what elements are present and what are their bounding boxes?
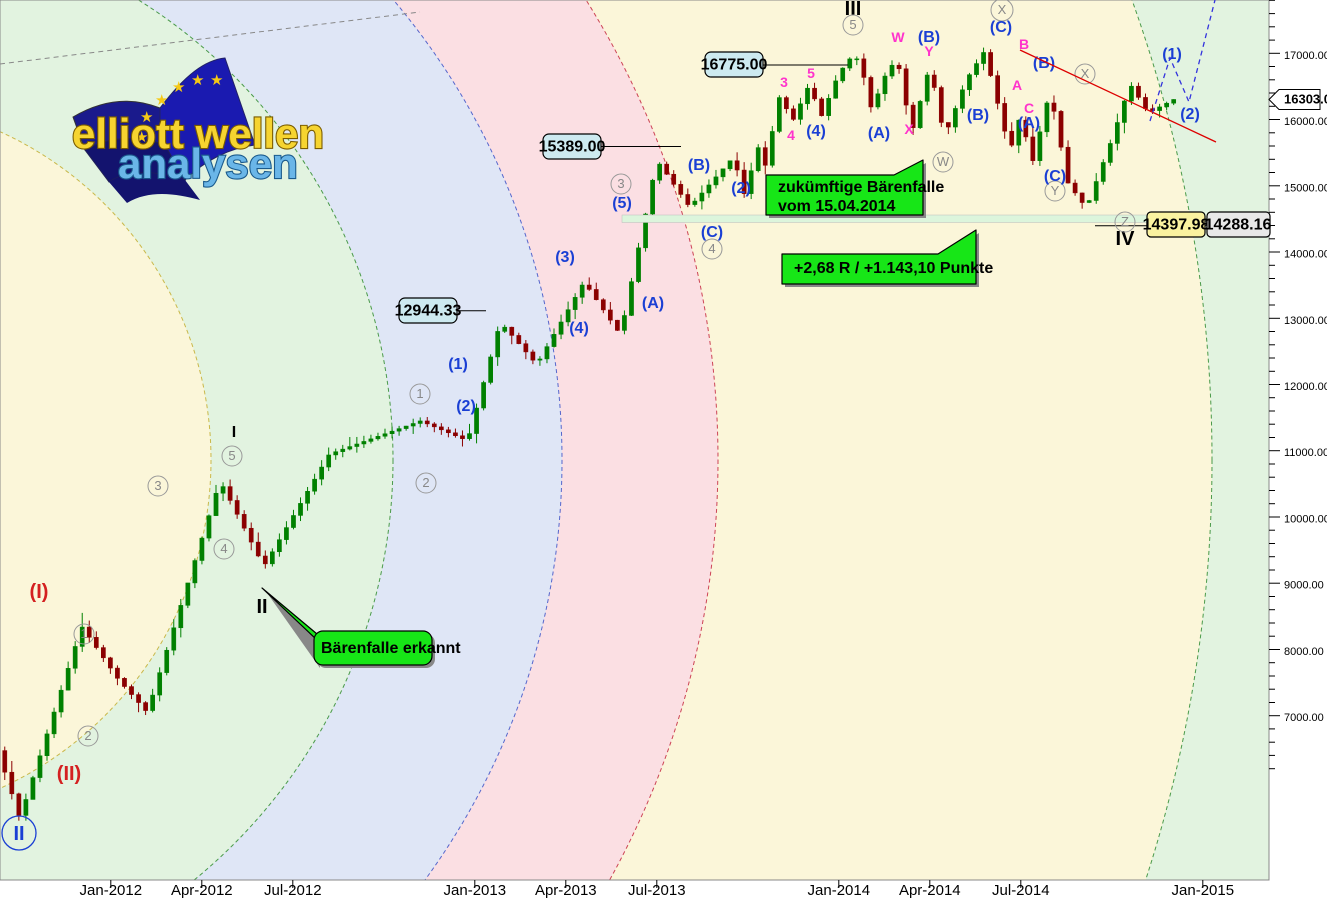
svg-text:4: 4 [787, 127, 795, 143]
svg-text:Jul-2014: Jul-2014 [992, 882, 1050, 899]
svg-text:12000.00: 12000.00 [1284, 381, 1327, 393]
svg-text:(2): (2) [456, 398, 476, 415]
svg-text:15389.00: 15389.00 [539, 139, 606, 156]
svg-text:(II): (II) [57, 763, 81, 785]
svg-text:1: 1 [416, 386, 423, 401]
svg-text:(3): (3) [555, 249, 575, 266]
svg-text:16303.05: 16303.05 [1284, 92, 1327, 107]
svg-text:Apr-2013: Apr-2013 [535, 882, 597, 899]
svg-text:★: ★ [155, 92, 168, 109]
svg-text:★: ★ [191, 72, 204, 89]
svg-text:1: 1 [80, 626, 87, 641]
svg-text:★: ★ [210, 72, 223, 89]
svg-text:16000.00: 16000.00 [1284, 116, 1327, 128]
svg-text:(2): (2) [1180, 106, 1200, 123]
svg-text:(A): (A) [642, 295, 664, 312]
svg-text:Jan-2013: Jan-2013 [444, 882, 507, 899]
svg-text:Z: Z [1121, 214, 1129, 229]
svg-text:(I): (I) [30, 581, 49, 603]
svg-text:4: 4 [708, 241, 715, 256]
svg-text:14288.16: 14288.16 [1205, 217, 1272, 234]
svg-text:14397.98: 14397.98 [1143, 217, 1210, 234]
svg-text:3: 3 [154, 478, 161, 493]
svg-text:II: II [256, 596, 267, 618]
svg-text:2: 2 [84, 728, 91, 743]
svg-text:7000.00: 7000.00 [1284, 712, 1324, 724]
svg-text:X: X [998, 2, 1007, 17]
svg-text:2: 2 [422, 475, 429, 490]
svg-text:analysen: analysen [118, 140, 298, 187]
svg-text:zukümftige Bärenfalle: zukümftige Bärenfalle [778, 179, 944, 196]
svg-text:9000.00: 9000.00 [1284, 580, 1324, 592]
svg-text:3: 3 [617, 176, 624, 191]
svg-text:I: I [232, 424, 236, 441]
svg-text:A: A [1012, 77, 1022, 93]
svg-text:X: X [904, 121, 914, 137]
svg-text:(C): (C) [1044, 168, 1066, 185]
svg-text:(C): (C) [990, 19, 1012, 36]
svg-text:15000.00: 15000.00 [1284, 182, 1327, 194]
svg-text:8000.00: 8000.00 [1284, 646, 1324, 658]
svg-text:(B): (B) [967, 107, 989, 124]
svg-text:+2,68 R / +1.143,10 Punkte: +2,68 R / +1.143,10 Punkte [794, 260, 993, 277]
svg-text:(4): (4) [569, 320, 589, 337]
svg-text:3: 3 [780, 74, 788, 90]
svg-text:C: C [1024, 100, 1034, 116]
svg-text:(1): (1) [448, 356, 468, 373]
svg-text:13000.00: 13000.00 [1284, 315, 1327, 327]
svg-text:Bärenfalle erkannt: Bärenfalle erkannt [321, 640, 461, 657]
svg-text:5: 5 [807, 65, 815, 81]
svg-text:(A): (A) [1018, 115, 1040, 132]
svg-text:W: W [937, 154, 950, 169]
svg-text:vom 15.04.2014: vom 15.04.2014 [778, 198, 896, 215]
svg-text:(5): (5) [612, 195, 632, 212]
svg-text:10000.00: 10000.00 [1284, 514, 1327, 526]
svg-text:14000.00: 14000.00 [1284, 249, 1327, 261]
svg-text:5: 5 [849, 17, 856, 32]
svg-text:(1): (1) [1162, 46, 1182, 63]
svg-text:11000.00: 11000.00 [1284, 447, 1327, 459]
svg-text:5: 5 [228, 448, 235, 463]
svg-text:(4): (4) [806, 123, 826, 140]
svg-text:Jul-2012: Jul-2012 [264, 882, 322, 899]
svg-text:W: W [891, 29, 905, 45]
svg-text:17000.00: 17000.00 [1284, 50, 1327, 62]
svg-text:Jan-2015: Jan-2015 [1172, 882, 1235, 899]
svg-text:Jan-2012: Jan-2012 [80, 882, 143, 899]
svg-text:(A): (A) [868, 125, 890, 142]
svg-text:(2): (2) [731, 180, 751, 197]
svg-text:Apr-2014: Apr-2014 [899, 882, 961, 899]
svg-text:(B): (B) [688, 157, 710, 174]
svg-text:II: II [13, 823, 24, 845]
svg-text:Apr-2012: Apr-2012 [171, 882, 233, 899]
svg-text:Y: Y [924, 43, 934, 59]
svg-text:16775.00: 16775.00 [701, 57, 768, 74]
svg-text:★: ★ [172, 79, 185, 96]
svg-text:Jul-2013: Jul-2013 [628, 882, 686, 899]
svg-text:4: 4 [220, 541, 227, 556]
svg-text:12944.33: 12944.33 [395, 303, 462, 320]
svg-text:Y: Y [1051, 183, 1060, 198]
svg-text:(C): (C) [701, 224, 723, 241]
svg-text:IV: IV [1116, 228, 1136, 250]
svg-text:Jan-2014: Jan-2014 [808, 882, 871, 899]
